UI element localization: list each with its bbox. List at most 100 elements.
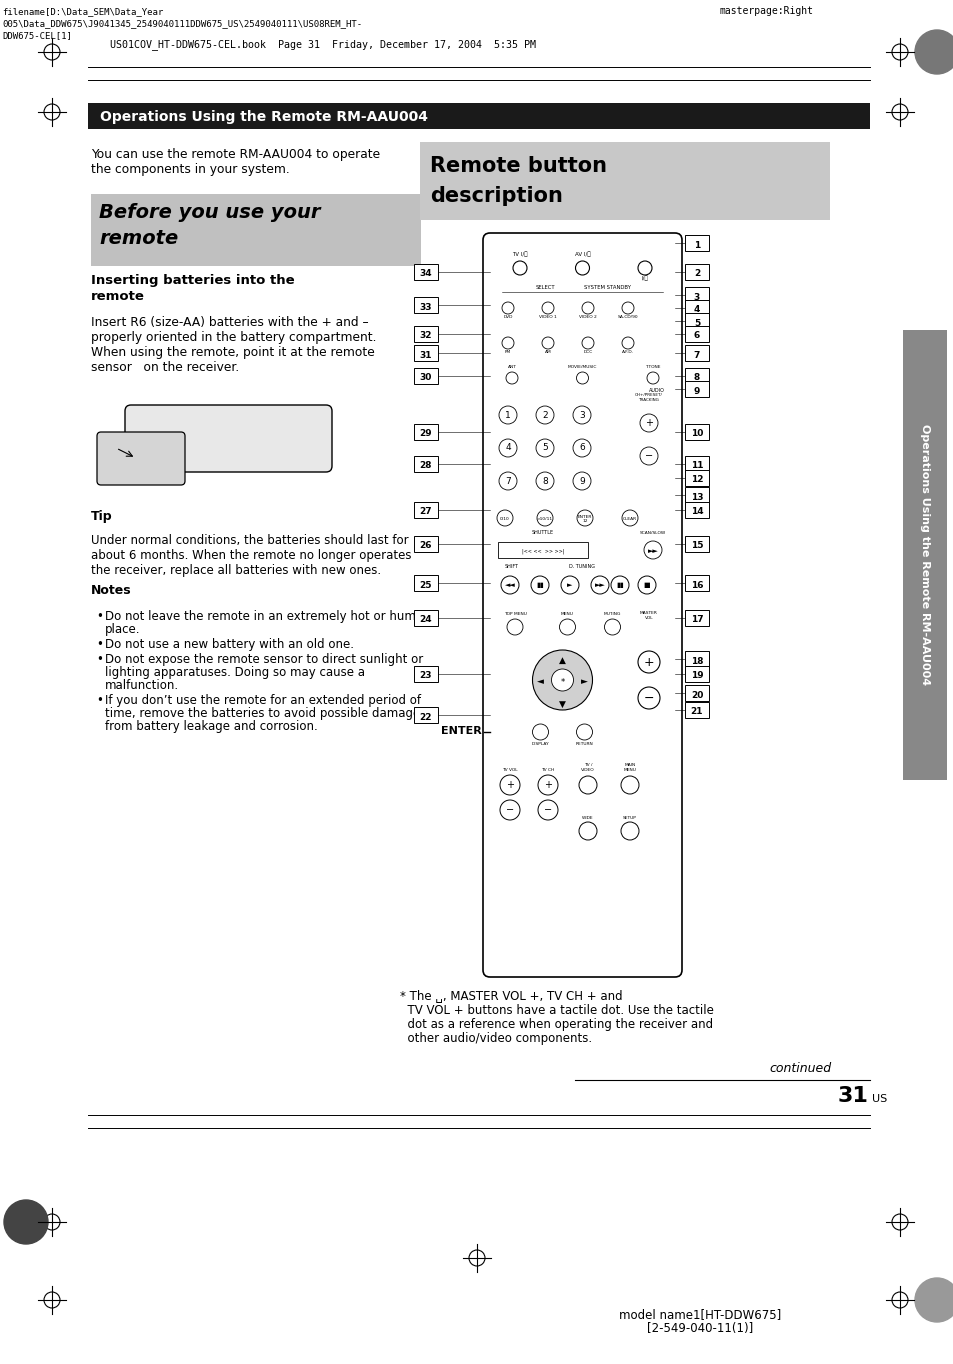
Circle shape (646, 372, 659, 385)
Circle shape (541, 301, 554, 314)
Text: You can use the remote RM-AAU004 to operate
the components in your system.: You can use the remote RM-AAU004 to oper… (91, 149, 379, 176)
Text: MUTING: MUTING (603, 612, 620, 617)
Circle shape (505, 372, 517, 385)
Text: MOVIE/MUSIC: MOVIE/MUSIC (567, 366, 597, 370)
Text: +: + (543, 780, 552, 790)
Text: 17: 17 (690, 615, 702, 625)
Text: Under normal conditions, the batteries should last for
about 6 months. When the : Under normal conditions, the batteries s… (91, 533, 411, 577)
Bar (414, 576, 437, 591)
Text: MAIN
MENU: MAIN MENU (623, 764, 636, 772)
Text: •: • (96, 638, 103, 651)
Circle shape (501, 301, 514, 314)
Circle shape (499, 775, 519, 795)
Circle shape (639, 447, 658, 465)
Text: If you don’t use the remote for an extended period of: If you don’t use the remote for an exten… (105, 694, 420, 707)
Circle shape (573, 439, 590, 457)
Text: I/⌛: I/⌛ (641, 276, 648, 281)
Text: 3: 3 (578, 411, 584, 420)
Bar (414, 536, 437, 552)
Text: from battery leakage and corrosion.: from battery leakage and corrosion. (105, 720, 317, 732)
Text: +: + (643, 656, 654, 668)
Circle shape (500, 576, 518, 593)
Text: 8: 8 (693, 374, 700, 382)
Text: Do not expose the remote sensor to direct sunlight or: Do not expose the remote sensor to direc… (105, 653, 423, 666)
Bar (684, 300, 708, 316)
Circle shape (498, 472, 517, 490)
Text: 25: 25 (419, 581, 432, 589)
Text: 30: 30 (419, 374, 432, 382)
Text: +: + (644, 417, 652, 428)
Bar (684, 576, 708, 591)
Text: VIDEO 2: VIDEO 2 (578, 315, 597, 319)
Circle shape (537, 510, 553, 527)
Circle shape (537, 801, 558, 820)
Circle shape (536, 406, 554, 424)
Text: ANT: ANT (507, 366, 516, 370)
Bar (419, 142, 829, 220)
Circle shape (531, 576, 548, 593)
Bar (88, 104, 869, 130)
Text: SETUP: SETUP (622, 816, 637, 820)
Text: 3: 3 (693, 292, 700, 301)
Text: US01COV_HT-DDW675-CEL.book  Page 31  Friday, December 17, 2004  5:35 PM: US01COV_HT-DDW675-CEL.book Page 31 Frida… (110, 40, 536, 50)
Text: •: • (96, 610, 103, 623)
Text: ENTER: ENTER (441, 726, 481, 737)
Circle shape (532, 651, 592, 711)
Text: filename[D:\Data_SEM\Data_Year: filename[D:\Data_SEM\Data_Year (2, 7, 163, 16)
Text: −: − (643, 692, 654, 704)
Bar (684, 424, 708, 441)
Text: description: description (430, 186, 562, 206)
Bar (414, 326, 437, 342)
Circle shape (498, 439, 517, 457)
Bar (414, 368, 437, 385)
Text: time, remove the batteries to avoid possible damage: time, remove the batteries to avoid poss… (105, 707, 420, 720)
Text: Do not use a new battery with an old one.: Do not use a new battery with an old one… (105, 638, 354, 651)
Text: TV I/⌛: TV I/⌛ (512, 251, 527, 256)
Text: CH+/PRESET/
TRACKING: CH+/PRESET/ TRACKING (635, 393, 662, 402)
Text: 31: 31 (419, 351, 432, 360)
Bar (414, 707, 437, 723)
Bar (684, 326, 708, 342)
Text: 21: 21 (690, 708, 702, 716)
Circle shape (573, 472, 590, 490)
Text: +: + (505, 780, 514, 790)
Bar (684, 610, 708, 626)
Text: 6: 6 (578, 443, 584, 453)
Bar (91, 194, 420, 266)
Text: 5: 5 (693, 319, 700, 327)
Circle shape (914, 30, 953, 74)
Text: malfunction.: malfunction. (105, 679, 179, 692)
Text: TV VOL: TV VOL (501, 768, 517, 772)
Circle shape (560, 576, 578, 593)
Text: ►: ► (580, 678, 587, 686)
Text: SHIFT: SHIFT (504, 563, 518, 569)
Bar (414, 456, 437, 472)
Text: place.: place. (105, 623, 140, 636)
Text: ►►: ►► (647, 548, 658, 554)
Text: Do not leave the remote in an extremely hot or humid: Do not leave the remote in an extremely … (105, 610, 426, 623)
Circle shape (513, 261, 526, 276)
Text: 9: 9 (693, 386, 700, 396)
Bar (684, 381, 708, 397)
Text: 24: 24 (419, 615, 432, 625)
Bar (414, 502, 437, 518)
Bar (497, 542, 587, 558)
Text: remote: remote (99, 229, 178, 248)
Circle shape (621, 510, 638, 527)
Text: ▼: ▼ (558, 700, 565, 708)
Text: *: * (559, 678, 564, 686)
Text: remote: remote (91, 291, 145, 303)
Text: 10: 10 (690, 430, 702, 438)
Text: 0/10: 0/10 (499, 517, 509, 521)
Text: 1: 1 (693, 240, 700, 250)
Circle shape (573, 406, 590, 424)
Circle shape (914, 1278, 953, 1322)
Text: ◄: ◄ (537, 678, 543, 686)
Text: RETURN: RETURN (575, 742, 593, 746)
Text: VIDEO 1: VIDEO 1 (538, 315, 557, 319)
Bar (902, 330, 946, 780)
Circle shape (620, 776, 639, 794)
Bar (684, 487, 708, 503)
Text: Inserting batteries into the: Inserting batteries into the (91, 274, 294, 286)
Text: >10/11: >10/11 (537, 517, 553, 521)
